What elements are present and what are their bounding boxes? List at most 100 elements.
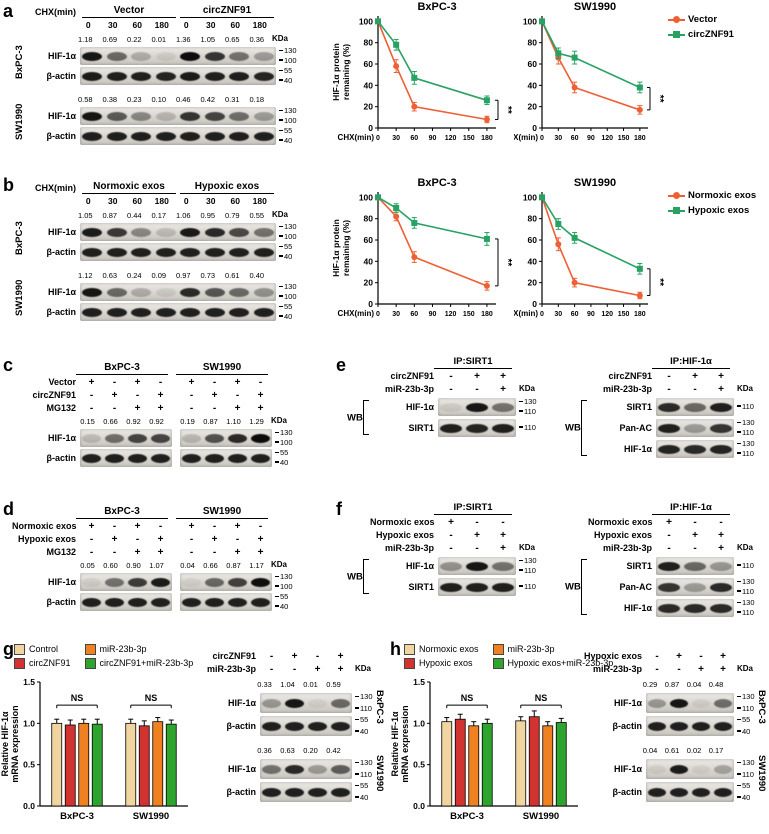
y-tick-label: 40 xyxy=(528,80,538,90)
blot-band xyxy=(131,71,152,81)
significance: ** xyxy=(654,278,665,286)
data-point xyxy=(636,292,643,299)
blot-lane xyxy=(226,577,249,587)
blot-band xyxy=(180,51,201,61)
significance: ** xyxy=(654,95,665,103)
blot-band xyxy=(440,561,462,571)
ip-title: IP:SIRT1 xyxy=(434,502,512,515)
chart-legend: Normoxic exos Hypoxic exos xyxy=(668,190,756,216)
blot-lane xyxy=(154,131,179,141)
condition-sign: + xyxy=(188,520,195,532)
y-axis-label: HIF-1α protein xyxy=(332,43,341,101)
kda-marker: 110 xyxy=(737,770,763,779)
strip-lanes xyxy=(656,419,734,437)
x-tick-label: 60 xyxy=(410,311,418,318)
blot-band xyxy=(691,698,711,708)
wb-strip-stack: HIF-1α 130 110 SIRT1 110 xyxy=(370,397,551,437)
blot-strip xyxy=(80,47,276,65)
condition-sign: + xyxy=(676,650,682,662)
condition-sign: - xyxy=(112,520,117,532)
blot-band xyxy=(466,423,488,433)
blot-band xyxy=(228,433,247,443)
wb-label: WB xyxy=(347,571,363,582)
panel-f-label: f xyxy=(336,499,342,519)
significance: ** xyxy=(502,259,513,267)
ip-group: IP:SIRT1 Normoxic exos + - - Hypoxic exos - + + m… xyxy=(347,502,551,596)
condition-sign: - xyxy=(501,516,505,528)
condition-sign: - xyxy=(667,542,671,554)
blot-band xyxy=(710,603,732,613)
condition-sign: + xyxy=(718,542,724,554)
blot-band xyxy=(684,582,706,592)
blot-lane xyxy=(80,51,105,61)
condition-sign: - xyxy=(112,546,117,558)
ip-title: IP:HIF-1α xyxy=(652,356,730,369)
kda-markers: 55 40 xyxy=(352,715,381,736)
blot-lane xyxy=(708,444,734,454)
condition-sign: - xyxy=(235,533,240,545)
quant-value: 0.24 xyxy=(126,270,142,280)
condition-sign: + xyxy=(666,516,672,528)
x-tick-label: 150 xyxy=(618,311,630,318)
data-point xyxy=(411,74,418,81)
blot-lane xyxy=(129,247,154,257)
quant-value: 0.73 xyxy=(200,270,216,280)
condition-label: MG132 xyxy=(46,403,76,413)
times-row: 0 30 60 180 0 30 60 180 xyxy=(14,195,313,207)
blot-lane xyxy=(180,433,203,443)
legend-item: Hypoxic exos+miR-23b-3p xyxy=(492,657,613,669)
blot-section: SW1990 0.58 0.38 0.23 0.10 0.46 0.42 0.31 0.18 HI… xyxy=(14,93,313,151)
y-axis-label: Relative HIF-1α xyxy=(0,711,10,777)
series-line xyxy=(541,197,640,297)
strip-lanes xyxy=(656,440,734,458)
condition-label: circZNF91 xyxy=(608,371,652,381)
kda-unit: KDa xyxy=(272,33,289,43)
strip-lanes xyxy=(80,283,276,301)
kda-unit: KDa xyxy=(271,559,288,569)
kda-marker: 55 xyxy=(275,448,307,457)
blot-strip-row: HIF-1α 130 100 xyxy=(26,282,306,301)
strip-lanes xyxy=(646,693,734,713)
strip-lanes xyxy=(80,449,272,467)
blot-lane xyxy=(203,287,228,297)
condition-label: Hypoxic exos xyxy=(375,530,434,540)
bar-chart: 0.0 0.5 1.0 1.5 Relative HIF-1α mRNA expressi… xyxy=(390,670,584,834)
kda-marker: 55 xyxy=(355,715,381,724)
wb-bands: WB HIF-1α 130 110 SIRT1 110 xyxy=(347,556,551,596)
time-value: 60 xyxy=(132,196,142,206)
kda-markers: 130 100 xyxy=(272,428,307,447)
condition-sign: + xyxy=(718,370,724,382)
blot-band xyxy=(82,131,103,141)
protein-label: HIF-1α xyxy=(47,433,76,443)
condition-sign: - xyxy=(269,663,274,675)
kda-markers: 130 100 xyxy=(276,46,313,65)
kda-marker: 130 xyxy=(737,598,769,607)
blot-strip-row: SIRT1 110 xyxy=(588,557,769,575)
blot-lane xyxy=(668,787,690,797)
time-value: 0 xyxy=(183,196,189,206)
condition-signs: + - - xyxy=(656,517,734,528)
kda-markers: 130 110 xyxy=(734,418,769,437)
blot-strip xyxy=(80,449,172,467)
condition-row: Hypoxic exos - + - + - + - + xyxy=(12,533,307,545)
blot-lane xyxy=(103,453,126,463)
blot-lane xyxy=(682,582,708,592)
condition-sign: - xyxy=(667,383,671,395)
blot-band xyxy=(128,577,147,587)
blot-band xyxy=(229,307,250,317)
section-rows: 0.04 0.61 0.02 0.17 HIF-1α 130 110 β-actin 55 40 xyxy=(584,744,756,802)
condition-signs: - + - + xyxy=(260,651,352,662)
blot-lane xyxy=(438,561,464,571)
protein-label: HIF-1α xyxy=(47,227,76,237)
blot-lane xyxy=(105,111,130,121)
condition-row: Normoxic exos + - - xyxy=(350,516,551,528)
quant-value: 1.06 xyxy=(175,210,191,220)
protein-label: SIRT1 xyxy=(626,561,652,571)
blot-strip-row: HIF-1α 130 110 xyxy=(584,692,756,713)
blot-strip-row: β-actin 55 40 xyxy=(26,126,306,145)
y-tick-label: 80 xyxy=(364,38,374,48)
x-tick-label: 60 xyxy=(571,311,579,318)
y-tick-label: 1.0 xyxy=(23,718,35,728)
wb-label: WB xyxy=(347,412,363,423)
quant-value: 1.05 xyxy=(200,34,216,44)
